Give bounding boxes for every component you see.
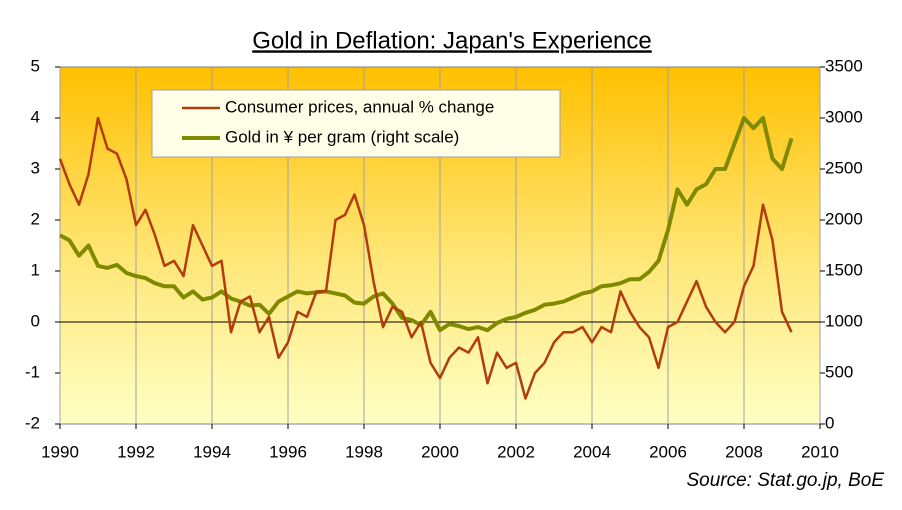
legend-label: Consumer prices, annual % change [225, 97, 494, 116]
y-tick-label: -2 [25, 413, 40, 432]
y-tick-label: 4 [31, 107, 40, 126]
y2-tick-label: 500 [825, 362, 853, 381]
chart-title: Gold in Deflation: Japan's Experience [252, 27, 651, 54]
y2-tick-label: 0 [825, 413, 834, 432]
y-tick-label: 3 [31, 158, 40, 177]
x-tick-label: 2000 [421, 442, 459, 461]
x-tick-label: 1994 [193, 442, 231, 461]
y-tick-label: -1 [25, 362, 40, 381]
series-line [59, 116, 794, 333]
x-tick-label: 1992 [117, 442, 155, 461]
y2-tick-label: 1500 [825, 260, 863, 279]
y2-tick-label: 2000 [825, 209, 863, 228]
x-tick-label: 2006 [649, 442, 687, 461]
legend-label: Gold in ¥ per gram (right scale) [225, 127, 459, 146]
x-tick-label: 1998 [345, 442, 383, 461]
y2-tick-label: 2500 [825, 158, 863, 177]
y2-tick-label: 3000 [825, 107, 863, 126]
x-tick-label: 1996 [269, 442, 307, 461]
y-tick-label: 1 [31, 260, 40, 279]
x-tick-label: 2004 [573, 442, 611, 461]
y-tick-label: 0 [31, 311, 40, 330]
y2-tick-label: 3500 [825, 56, 863, 75]
x-tick-label: 2008 [725, 442, 763, 461]
series-line [58, 116, 793, 400]
y-tick-label: 2 [31, 209, 40, 228]
x-tick-label: 1990 [41, 442, 79, 461]
x-tick-label: 2002 [497, 442, 535, 461]
source: Source: Stat.go.jp, BoE [686, 470, 884, 491]
y2-tick-label: 1000 [825, 311, 863, 330]
y-tick-label: 5 [31, 56, 40, 75]
x-tick-label: 2010 [801, 442, 839, 461]
legend-box [151, 89, 561, 158]
